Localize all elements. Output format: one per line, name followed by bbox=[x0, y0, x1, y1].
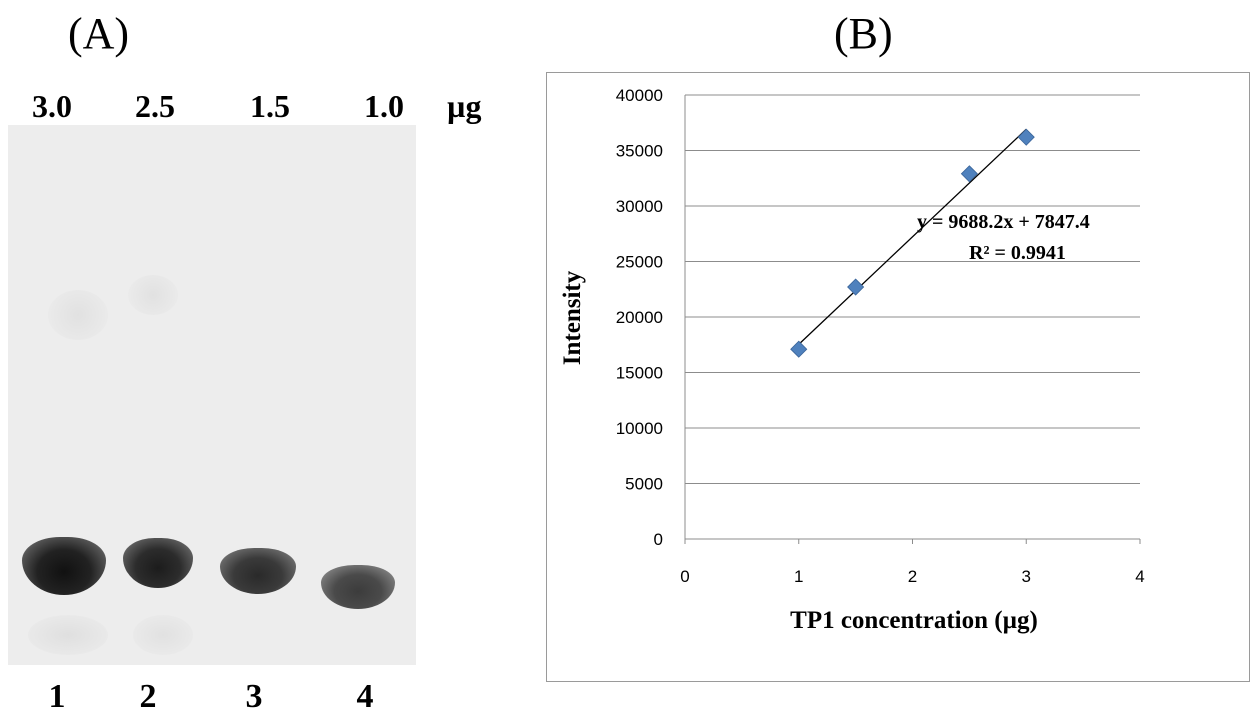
y-axis-title: Intensity bbox=[559, 270, 586, 365]
trendline-group bbox=[798, 128, 1027, 345]
gel-smudge bbox=[128, 275, 178, 315]
x-axis-title: TP1 concentration (µg) bbox=[790, 607, 1038, 634]
data-point bbox=[960, 165, 978, 183]
y-tick-label: 0 bbox=[654, 530, 663, 549]
axes: 0 5000 10000 15000 20000 25000 30000 35000 40000… bbox=[616, 86, 1145, 586]
y-tick-label: 15000 bbox=[616, 364, 663, 383]
chart-frame: 0 5000 10000 15000 20000 25000 30000 35000 40000… bbox=[546, 72, 1250, 682]
trendline bbox=[798, 128, 1027, 345]
gel-band-lane-3 bbox=[220, 548, 296, 594]
gel-image bbox=[8, 125, 416, 665]
gel-band-lane-1 bbox=[22, 537, 106, 595]
grid-lines bbox=[685, 94, 1140, 484]
x-tick-label: 4 bbox=[1135, 567, 1144, 586]
data-point bbox=[1017, 128, 1035, 146]
y-tick-label: 5000 bbox=[625, 475, 663, 494]
gel-band-lane-4 bbox=[321, 565, 395, 609]
data-points bbox=[790, 128, 1035, 358]
lane-number-3: 3 bbox=[245, 678, 263, 715]
chart-labels: TP1 concentration (µg) Intensity y = 968… bbox=[559, 211, 1090, 634]
gel-smudge bbox=[48, 290, 108, 340]
gel-band-lane-2 bbox=[123, 538, 193, 588]
y-tick-label: 30000 bbox=[616, 197, 663, 216]
data-point bbox=[847, 278, 865, 296]
amount-unit-label: µg bbox=[447, 88, 482, 124]
y-tick-label: 25000 bbox=[616, 253, 663, 272]
y-tick-label: 20000 bbox=[616, 308, 663, 327]
scatter-chart: 0 5000 10000 15000 20000 25000 30000 35000 40000… bbox=[559, 86, 1145, 634]
y-tick-label: 40000 bbox=[616, 86, 663, 105]
lane-amount-4: 1.0 bbox=[364, 88, 404, 124]
gel-smudge bbox=[133, 615, 193, 655]
x-tick-label: 0 bbox=[680, 567, 689, 586]
y-tick-label: 10000 bbox=[616, 419, 663, 438]
data-point bbox=[790, 340, 808, 358]
x-tick-label: 2 bbox=[908, 567, 917, 586]
x-tick-label: 3 bbox=[1022, 567, 1031, 586]
lane-number-1: 1 bbox=[48, 678, 66, 715]
lane-number-4: 4 bbox=[356, 678, 374, 715]
lane-number-2: 2 bbox=[139, 678, 157, 715]
trendline-equation: y = 9688.2x + 7847.4 bbox=[917, 211, 1090, 233]
gel-smudge bbox=[28, 615, 108, 655]
lane-amount-2: 2.5 bbox=[135, 88, 175, 124]
r-squared-label: R² = 0.9941 bbox=[969, 242, 1066, 264]
x-tick-label: 1 bbox=[794, 567, 803, 586]
y-tick-label: 35000 bbox=[616, 142, 663, 161]
lane-amount-1: 3.0 bbox=[32, 88, 72, 124]
lane-amount-3: 1.5 bbox=[250, 88, 290, 124]
panel-a-label: (A) bbox=[68, 9, 130, 58]
panel-b-label: (B) bbox=[834, 9, 893, 58]
